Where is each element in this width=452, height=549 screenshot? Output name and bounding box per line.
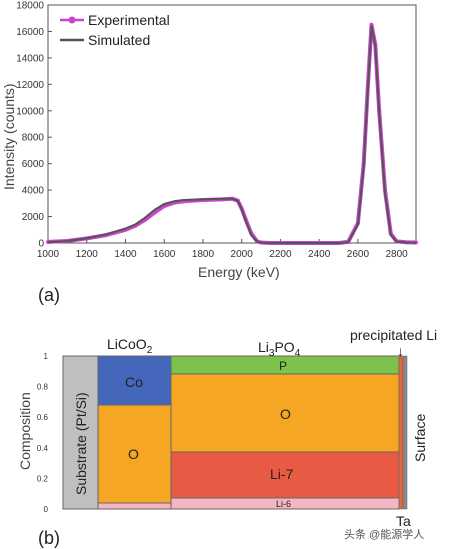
x-tick-label: 2600	[347, 249, 370, 260]
composition-tick-label: 0.6	[37, 413, 49, 422]
experimental-point	[369, 22, 374, 27]
y-axis-ticks: 0 2000 4000 6000 8000 10000 12000 14000 16000 180…	[16, 1, 52, 250]
li3po4-p-label: P	[279, 359, 287, 373]
licoo2-li6-segment	[97, 502, 172, 510]
x-axis-ticks: 1000 1200 1400 1600 1800 2000 2200 2400 2600 2800	[37, 239, 408, 260]
precipitated-li-header: precipitated Li	[350, 327, 437, 343]
y-axis-title: Intensity (counts)	[1, 83, 17, 190]
surface-label: Surface	[412, 414, 428, 462]
x-tick-label: 2200	[269, 249, 292, 260]
y-tick-label: 10000	[16, 106, 44, 117]
panel-label-a: (a)	[38, 285, 60, 305]
substrate-label: Substrate (Pt/Si)	[73, 392, 89, 495]
series-group	[46, 22, 418, 245]
y-tick-label: 18000	[16, 1, 44, 12]
substrate-layer	[62, 355, 99, 510]
y-tick-label: 12000	[16, 80, 44, 91]
licoo2-header: LiCoO2	[107, 336, 153, 356]
li3po4-li6-label: Li-6	[276, 499, 291, 509]
composition-diagram: 0 0.2 0.4 0.6 0.8 1 Composition Substrate (Pt…	[17, 327, 437, 548]
legend-label-experimental: Experimental	[88, 12, 170, 28]
x-tick-label: 1000	[37, 249, 60, 260]
composition-tick-label: 0.8	[37, 383, 49, 392]
li3po4-header: Li3PO4	[258, 339, 301, 359]
composition-tick-label: 1	[44, 352, 49, 361]
x-tick-label: 1600	[153, 249, 176, 260]
series-line-simulated	[47, 25, 417, 244]
li3po4-o-segment	[170, 373, 400, 453]
composition-tick-label: 0.4	[37, 444, 49, 453]
licoo2-co-label: Co	[125, 374, 143, 390]
x-tick-label: 1200	[76, 249, 99, 260]
arrow-indicator: ↓	[397, 343, 404, 359]
panel-label-b: (b)	[38, 528, 60, 548]
x-tick-label: 1400	[114, 249, 137, 260]
series-line-experimental	[47, 22, 417, 245]
y-tick-label: 6000	[22, 159, 45, 170]
x-tick-label: 2000	[231, 249, 254, 260]
composition-tick-label: 0	[44, 505, 49, 514]
y-tick-label: 4000	[22, 186, 45, 197]
ta-layer	[402, 355, 408, 510]
licoo2-o-segment	[97, 404, 172, 504]
legend-marker-experimental	[68, 16, 76, 24]
composition-axis-title: Composition	[17, 392, 33, 470]
legend: Experimental Simulated	[60, 12, 170, 48]
licoo2-o-label: O	[128, 446, 139, 462]
y-tick-label: 2000	[22, 212, 45, 223]
y-tick-label: 14000	[16, 53, 44, 64]
x-tick-label: 2400	[308, 249, 331, 260]
precipitated-li-layer	[398, 355, 404, 510]
composition-tick-label: 0.2	[37, 474, 49, 483]
x-tick-label: 1800	[192, 249, 215, 260]
x-axis-title: Energy (keV)	[198, 264, 280, 280]
legend-label-simulated: Simulated	[88, 32, 150, 48]
li3po4-li7-label: Li-7	[270, 466, 294, 482]
watermark: 头条 @能源学人	[344, 527, 424, 541]
y-tick-label: 0	[38, 239, 44, 250]
y-tick-label: 16000	[16, 27, 44, 38]
ta-label: Ta	[396, 513, 411, 529]
plot-frame	[47, 4, 417, 244]
y-tick-label: 8000	[22, 133, 45, 144]
x-tick-label: 2800	[386, 249, 409, 260]
li3po4-o-label: O	[280, 406, 291, 422]
composition-y-ticks: 0 0.2 0.4 0.6 0.8 1	[37, 352, 49, 514]
spectrum-chart: 0 2000 4000 6000 8000 10000 12000 14000 16000 180…	[1, 1, 418, 305]
